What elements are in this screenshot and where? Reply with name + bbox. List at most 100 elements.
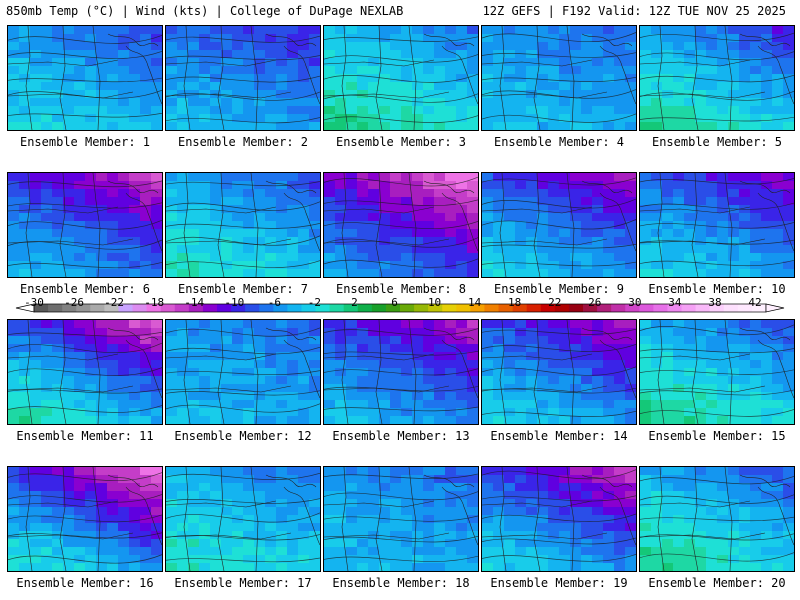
colorbar-tick-label: -22 [104,296,125,309]
temperature-field-6 [8,173,162,277]
ensemble-map-1[interactable] [7,25,163,131]
temperature-field-20 [640,467,794,571]
state-borders [8,320,162,424]
temperature-field-5 [640,26,794,130]
state-borders [8,467,162,571]
ensemble-map-9[interactable] [481,172,637,278]
colorbar-swatch [188,304,204,312]
title-right: 12Z GEFS | F192 Valid: 12Z TUE NOV 25 20… [482,4,786,18]
temperature-field-8 [324,173,478,277]
ensemble-map-20[interactable] [639,466,795,572]
state-borders [8,173,162,277]
colorbar-swatch [217,304,232,312]
state-borders [640,26,794,130]
colorbar-tick-label: 30 [628,296,642,309]
colorbar-swatch [273,304,288,312]
ensemble-map-6[interactable] [7,172,163,278]
colorbar-tick-label: 26 [588,296,602,309]
state-borders [166,26,320,130]
wind-streamlines [640,32,794,122]
wind-streamlines [166,327,320,413]
wind-streamlines [166,472,320,563]
colorbar-tick-label: 18 [508,296,522,309]
colorbar-swatch [146,304,162,312]
ensemble-map-16[interactable] [7,466,163,572]
ensemble-map-7[interactable] [165,172,321,278]
wind-streamlines [166,35,320,124]
colorbar-swatch [315,304,331,312]
colorbar-swatch [76,304,91,312]
colorbar-swatch [442,304,457,312]
colorbar-swatch [48,304,63,312]
ensemble-map-17[interactable] [165,466,321,572]
colorbar-tick-label: -6 [267,296,281,309]
ensemble-map-3[interactable] [323,25,479,131]
colorbar-swatch [287,304,302,312]
temperature-field-12 [166,320,320,424]
ensemble-member-label: Ensemble Member: 14 [490,429,628,443]
colorbar-tick-label: -2 [307,296,322,309]
ensemble-member-label: Ensemble Member: 11 [16,429,154,443]
colorbar-swatch [639,304,654,312]
ensemble-member-label: Ensemble Member: 1 [19,135,151,149]
temperature-field-10 [640,173,794,277]
ensemble-member-label: Ensemble Member: 13 [332,429,470,443]
state-borders [166,467,320,571]
ensemble-map-10[interactable] [639,172,795,278]
temperature-field-18 [324,467,478,571]
colorbar-swatch [104,304,119,312]
colorbar-swatch [357,304,373,312]
colorbar-swatch [301,304,317,312]
ensemble-map-12[interactable] [165,319,321,425]
colorbar-swatch [512,304,528,312]
temperature-colorbar [15,303,785,313]
ensemble-member-label: Ensemble Member: 7 [177,282,309,296]
temperature-field-1 [8,26,162,130]
colorbar-swatch [329,304,345,312]
temperature-field-14 [482,320,636,424]
ensemble-member-label: Ensemble Member: 17 [174,576,312,590]
colorbar-swatch [568,304,584,312]
wind-streamlines [482,31,636,123]
ensemble-map-8[interactable] [323,172,479,278]
ensemble-map-4[interactable] [481,25,637,131]
state-borders [640,173,794,277]
colorbar-swatch [414,304,429,312]
colorbar-swatch [90,304,105,312]
colorbar-tick-label: 38 [708,296,722,309]
colorbar-swatch [259,304,274,312]
wind-streamlines [324,36,478,123]
ensemble-map-13[interactable] [323,319,479,425]
wind-streamlines [324,473,478,562]
temperature-field-3 [324,26,478,130]
colorbar-tick-label: -18 [144,296,165,309]
temperature-field-7 [166,173,320,277]
state-borders [166,320,320,424]
colorbar-swatch [498,304,514,312]
state-borders [166,173,320,277]
ensemble-map-5[interactable] [639,25,795,131]
colorbar-swatch [202,304,218,312]
state-borders [482,320,636,424]
ensemble-map-11[interactable] [7,319,163,425]
wind-streamlines [8,331,162,413]
ensemble-map-14[interactable] [481,319,637,425]
ensemble-member-label: Ensemble Member: 16 [16,576,154,590]
ensemble-member-label: Ensemble Member: 3 [335,135,467,149]
colorbar-swatch [62,304,77,312]
wind-streamlines [324,176,478,268]
ensemble-map-19[interactable] [481,466,637,572]
temperature-field-16 [8,467,162,571]
ensemble-map-18[interactable] [323,466,479,572]
colorbar-tick-label: -10 [224,296,245,309]
colorbar-swatch [709,304,725,312]
colorbar-swatch [160,304,176,312]
ensemble-map-15[interactable] [639,319,795,425]
state-borders [324,320,478,424]
state-borders [482,173,636,277]
colorbar-swatch [597,304,612,312]
ensemble-member-label: Ensemble Member: 15 [648,429,786,443]
ensemble-member-label: Ensemble Member: 10 [648,282,786,296]
ensemble-member-label: Ensemble Member: 8 [335,282,467,296]
ensemble-map-2[interactable] [165,25,321,131]
